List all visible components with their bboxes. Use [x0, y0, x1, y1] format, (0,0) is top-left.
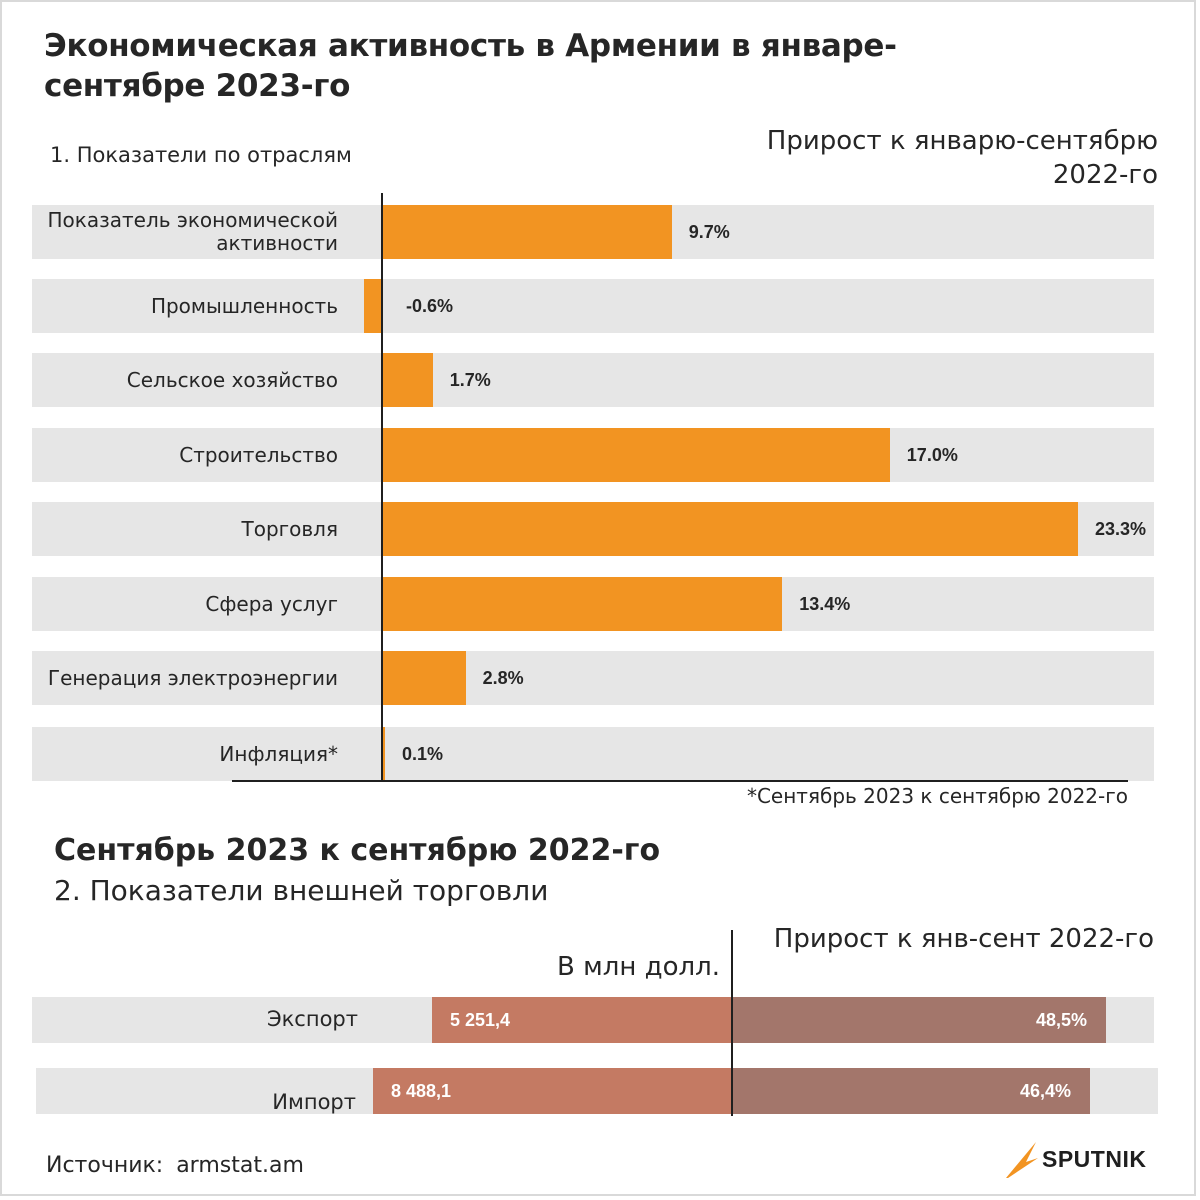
zero-axis-line: [381, 193, 383, 782]
sector-label: Инфляция*: [219, 741, 338, 766]
trade-row-label: Импорт: [272, 1090, 356, 1114]
trade-growth-label: 46,4%: [1020, 1081, 1072, 1101]
trade-value-label: 8 488,1: [391, 1081, 452, 1101]
trade-growth-bar: [732, 997, 1106, 1043]
sector-row-bg: [32, 651, 1154, 705]
unit-header: В млн долл.: [557, 952, 720, 982]
sector-value-label: 17.0%: [906, 445, 958, 465]
trade-value-label: 5 251,4: [450, 1010, 511, 1030]
sector-bar: [382, 577, 783, 631]
trade-growth-header: Прирост к янв-сент 2022-го: [773, 924, 1154, 954]
sector-row-bg: [32, 279, 1154, 333]
sector-label: Торговля: [241, 516, 339, 541]
section2-heading: 2. Показатели внешней торговли: [54, 874, 549, 907]
growth-column-header: Прирост к январю-сентябрю 2022-го: [766, 126, 1158, 190]
sector-value-label: 9.7%: [688, 222, 730, 242]
logo-text: SPUTNIK: [1042, 1146, 1147, 1172]
trade-growth-bar: [732, 1068, 1090, 1114]
sector-value-label: 1.7%: [449, 370, 491, 390]
inflation-footnote: *Сентябрь 2023 к сентябрю 2022-го: [746, 784, 1128, 808]
trade-growth-label: 48,5%: [1036, 1010, 1088, 1030]
sector-label: Показатель экономической активности: [47, 208, 338, 255]
sector-bar: [382, 353, 433, 407]
sector-bar: [382, 205, 672, 259]
sector-label: Промышленность: [150, 293, 338, 318]
trade-value-bar: [432, 997, 732, 1043]
sector-label: Сельское хозяйство: [126, 367, 338, 392]
sector-bar: [382, 651, 466, 705]
trade-row-label: Экспорт: [266, 1007, 358, 1031]
sector-label: Строительство: [179, 442, 338, 467]
chart-baseline: [232, 780, 1128, 782]
trade-value-bar: [373, 1068, 732, 1114]
source-note: Источник: armstat.am: [46, 1153, 304, 1178]
trade-divider-line: [731, 930, 733, 1116]
trade-period-heading: Сентябрь 2023 к сентябрю 2022-го: [54, 833, 661, 868]
sector-label: Сфера услуг: [205, 591, 338, 616]
sector-value-label: 23.3%: [1095, 519, 1147, 539]
sector-bar: [382, 502, 1078, 556]
sector-bar: [382, 428, 890, 482]
sector-value-label: 0.1%: [402, 744, 444, 764]
section1-heading: 1. Показатели по отраслям: [50, 143, 352, 167]
sector-bar: [382, 727, 385, 781]
sector-row-bg: [32, 353, 1154, 407]
sector-label: Генерация электроэнергии: [47, 665, 338, 690]
sputnik-logo: SPUTNIK: [1004, 1140, 1174, 1180]
page-title: Экономическая активность в Армении в янв…: [44, 28, 897, 104]
sputnik-arrow-icon: [1006, 1142, 1038, 1178]
sector-value-label: -0.6%: [406, 296, 454, 316]
sector-row-bg: [32, 727, 1154, 781]
sector-bar: [364, 279, 382, 333]
sector-value-label: 13.4%: [799, 594, 851, 614]
sector-value-label: 2.8%: [482, 668, 524, 688]
